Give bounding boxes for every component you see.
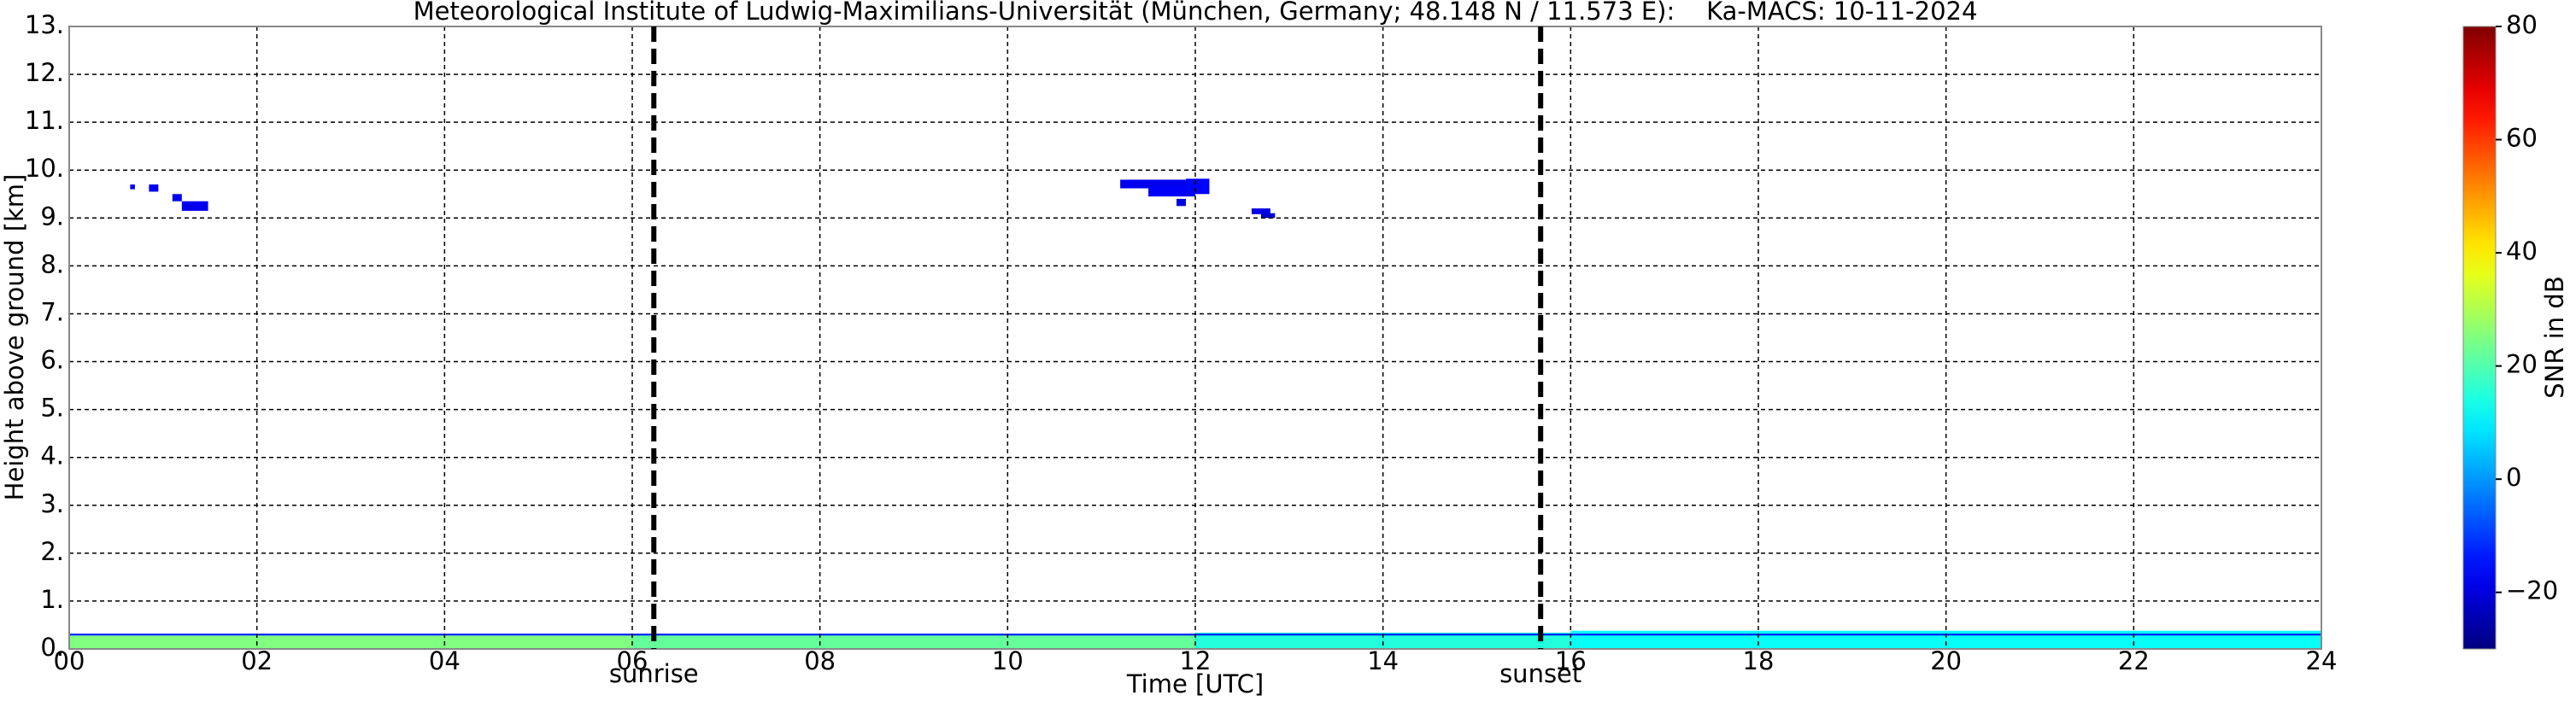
x-tick-label: 06: [617, 646, 648, 675]
x-tick-label: 10: [992, 646, 1024, 675]
echo: [1195, 632, 1571, 649]
sun-label: sunrise: [609, 659, 699, 688]
echo: [172, 194, 182, 202]
y-tick-label: 4.: [40, 441, 64, 470]
x-tick-label: 22: [2118, 646, 2150, 675]
echo: [1260, 213, 1276, 219]
chart-title: Meteorological Institute of Ludwig-Maxim…: [414, 0, 1978, 26]
y-tick-label: 9.: [40, 202, 64, 231]
plot-frame: [68, 26, 2322, 650]
x-tick-label: 14: [1367, 646, 1399, 675]
y-tick-label: 1.: [40, 585, 64, 614]
echo: [1177, 198, 1187, 207]
colorbar: [2462, 26, 2497, 650]
y-tick-label: 8.: [40, 249, 64, 278]
echo: [149, 184, 159, 192]
x-axis-label: Time [UTC]: [1126, 669, 1264, 698]
colorbar-tick-label: 80: [2506, 10, 2538, 39]
x-tick-label: 24: [2306, 646, 2338, 675]
echo: [181, 201, 208, 211]
echo: [69, 635, 632, 649]
y-tick-label: 5.: [40, 394, 64, 423]
echo: [1251, 208, 1270, 214]
x-tick-label: 00: [54, 646, 85, 675]
y-axis-label: Height above ground [km]: [0, 174, 29, 501]
colorbar-tick-label: 0: [2506, 463, 2521, 492]
x-tick-label: 08: [804, 646, 836, 675]
y-tick-label: 2.: [40, 537, 64, 566]
echo: [130, 184, 135, 190]
colorbar-tick-label: 40: [2506, 237, 2538, 266]
y-tick-label: 7.: [40, 297, 64, 326]
x-tick-label: 04: [429, 646, 461, 675]
colorbar-tick-label: 60: [2506, 124, 2538, 153]
echo: [1186, 178, 1210, 195]
x-tick-label: 02: [241, 646, 273, 675]
y-tick-label: 12.: [25, 58, 64, 87]
y-tick-label: 6.: [40, 346, 64, 375]
echo: [632, 634, 1195, 649]
x-tick-label: 16: [1555, 646, 1587, 675]
x-tick-label: 12: [1180, 646, 1212, 675]
sun-label: sunset: [1499, 659, 1581, 688]
colorbar-tick-label: −20: [2506, 576, 2558, 605]
y-tick-label: 11.: [25, 106, 64, 135]
y-tick-label: 0.: [40, 633, 64, 662]
colorbar-tick-label: 20: [2506, 350, 2538, 379]
colorbar-label: SNR in dB: [2540, 276, 2569, 398]
echo: [1148, 186, 1195, 197]
x-tick-label: 18: [1743, 646, 1775, 675]
echo: [1120, 179, 1205, 189]
y-tick-label: 3.: [40, 489, 64, 518]
y-tick-label: 13.: [25, 10, 64, 39]
y-tick-label: 10.: [25, 154, 64, 183]
x-tick-label: 20: [1930, 646, 1962, 675]
